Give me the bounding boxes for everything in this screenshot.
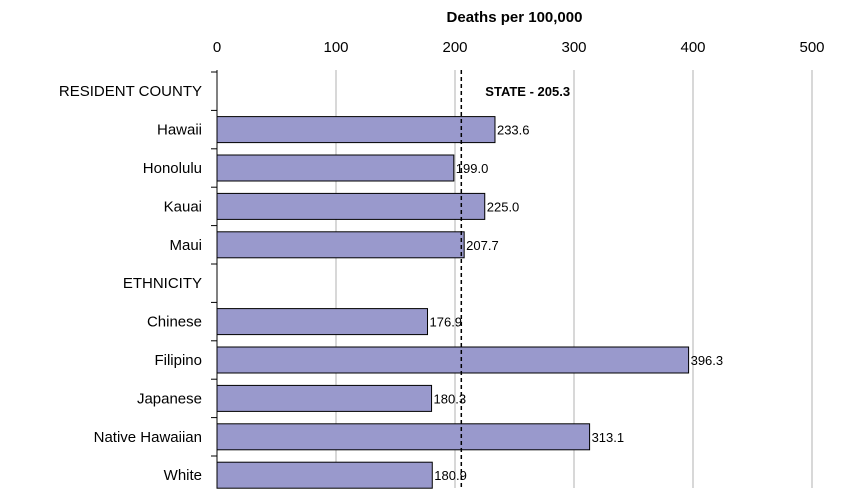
bar-value-label: 199.0 <box>456 161 489 176</box>
x-tick-label: 300 <box>561 39 586 56</box>
x-tick-label: 100 <box>323 39 348 56</box>
x-tick-label: 500 <box>799 39 824 56</box>
category-label: Chinese <box>147 314 202 331</box>
x-tick-label: 0 <box>213 39 221 56</box>
category-label: ETHNICITY <box>123 275 202 292</box>
bar-value-label: 313.1 <box>592 430 625 445</box>
bar-value-label: 180.9 <box>434 468 467 483</box>
bar-value-label: 233.6 <box>497 123 530 138</box>
category-label: Japanese <box>137 390 202 407</box>
bar <box>216 154 455 182</box>
x-axis-ticks: 0 100 200 300 400 500 <box>213 39 825 56</box>
category-label: Maui <box>169 237 202 254</box>
x-tick-label: 400 <box>680 39 705 56</box>
category-label: RESIDENT COUNTY <box>59 83 202 100</box>
bar <box>216 192 486 220</box>
state-reference-label: STATE - 205.3 <box>485 84 570 99</box>
category-label: White <box>164 467 202 484</box>
category-label: Filipino <box>154 352 202 369</box>
bar <box>216 461 433 489</box>
bar-value-label: 225.0 <box>487 199 520 214</box>
bar <box>216 231 465 259</box>
x-axis-title: Deaths per 100,000 <box>447 9 583 26</box>
bar-value-label: 180.3 <box>434 391 467 406</box>
bar-value-label: 396.3 <box>691 353 724 368</box>
bar <box>216 346 690 374</box>
bar <box>216 116 496 144</box>
reference-line-group: STATE - 205.3 <box>460 70 570 488</box>
category-label: Native Hawaiian <box>94 429 202 446</box>
category-label: Hawaii <box>157 122 202 139</box>
bar-value-label: 207.7 <box>466 238 499 253</box>
bar-value-label: 176.9 <box>430 315 463 330</box>
bar <box>216 423 591 451</box>
category-label: Honolulu <box>143 160 202 177</box>
bar <box>216 384 433 412</box>
category-label: Kauai <box>164 198 202 215</box>
category-labels: RESIDENT COUNTY Hawaii Honolulu Kauai Maui ET… <box>59 71 217 484</box>
bar <box>216 308 429 336</box>
x-tick-label: 200 <box>442 39 467 56</box>
value-labels: 233.6 199.0 225.0 207.7 176.9 396.3 180.3 313.1… <box>430 123 724 484</box>
